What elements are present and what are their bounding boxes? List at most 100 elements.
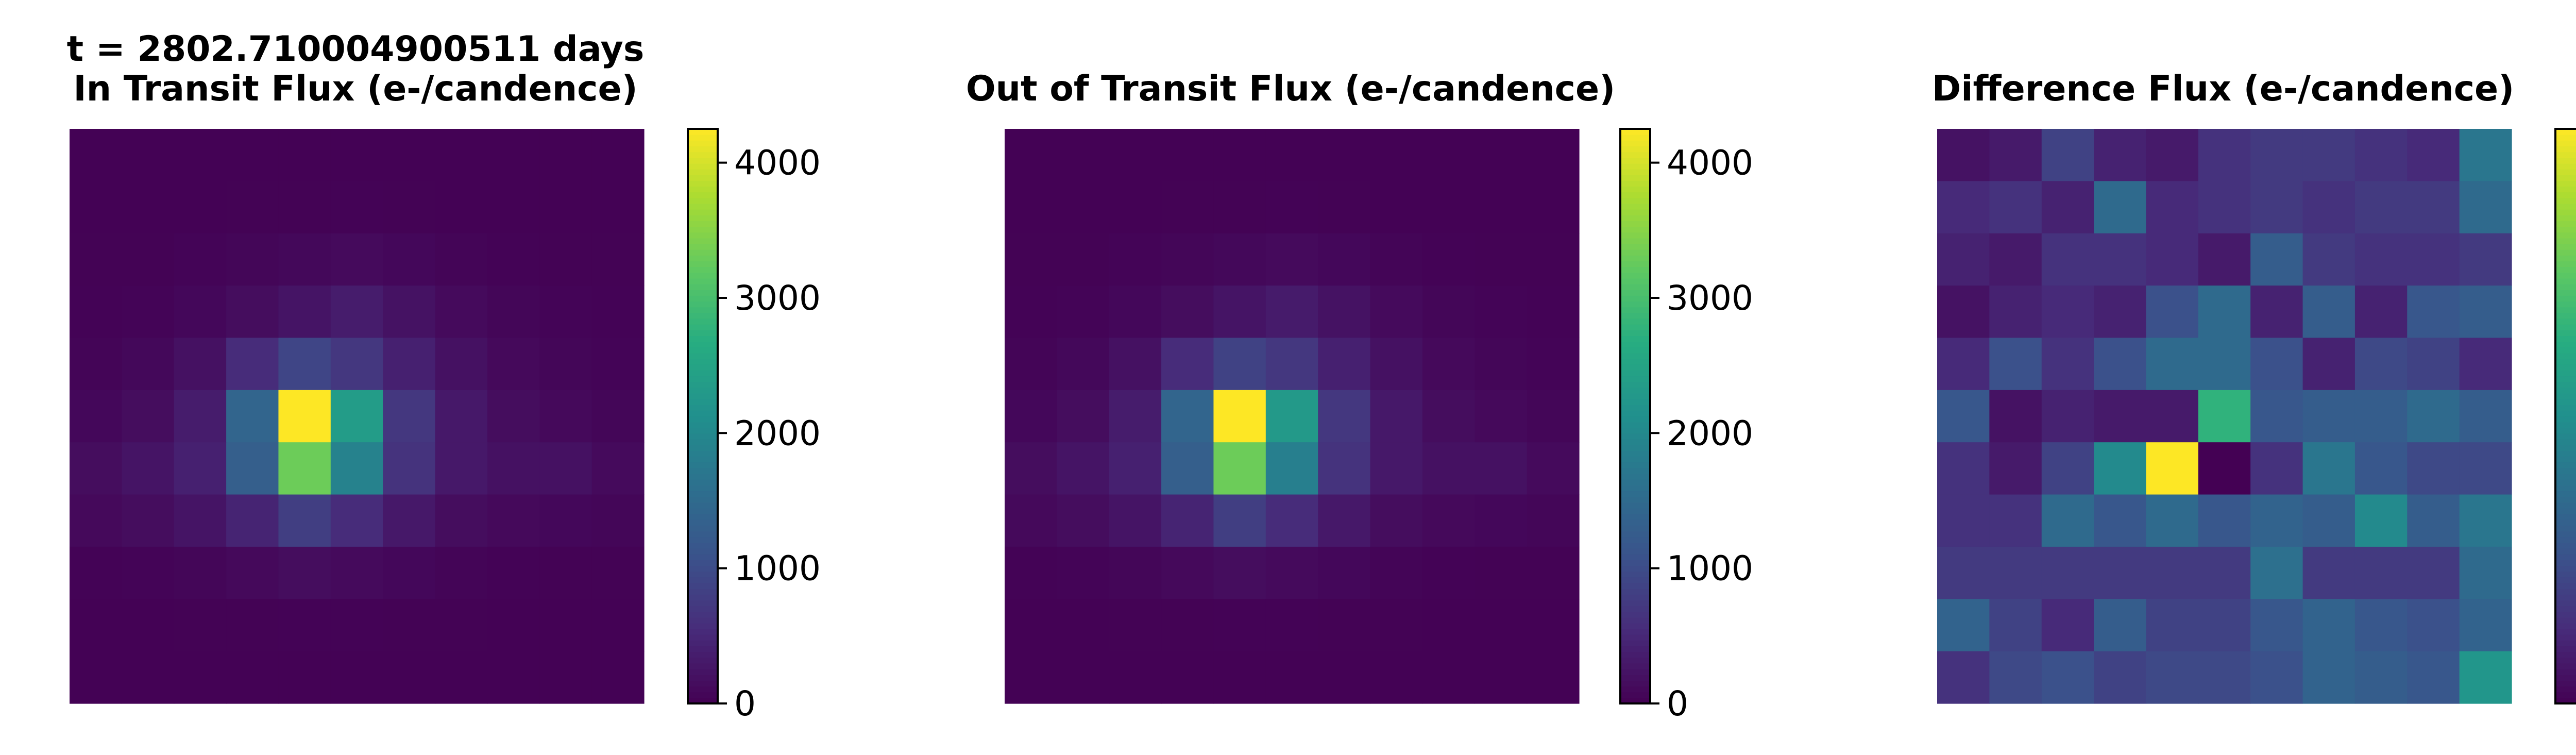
colorbar-segment: [1620, 617, 1650, 624]
heatmap-cell: [1318, 129, 1371, 181]
colorbar-segment: [2555, 284, 2576, 290]
heatmap-cell: [2302, 338, 2355, 391]
colorbar-segment: [1620, 364, 1650, 371]
colorbar-segment: [2555, 623, 2576, 629]
colorbar-tick-label: 1000: [1667, 549, 1753, 589]
heatmap-cell: [1937, 651, 1990, 704]
colorbar-segment: [688, 508, 718, 514]
colorbar-segment: [1620, 692, 1650, 698]
colorbar-segment: [2555, 215, 2576, 221]
heatmap-cell: [2198, 651, 2251, 704]
heatmap-cell: [1989, 546, 2042, 599]
colorbar-segment: [1620, 335, 1650, 342]
heatmap-cell: [2407, 390, 2460, 443]
colorbar-segment: [2555, 232, 2576, 239]
colorbar-segment: [2555, 675, 2576, 681]
colorbar-segment: [1620, 215, 1650, 221]
heatmap-cell: [1109, 546, 1162, 599]
heatmap-cell: [2041, 442, 2094, 495]
heatmap-cell: [2250, 338, 2303, 391]
heatmap-cell: [1161, 494, 1214, 547]
colorbar-segment: [2555, 680, 2576, 687]
colorbar-segment: [2555, 290, 2576, 296]
colorbar-segment: [2555, 364, 2576, 371]
colorbar-segment: [1620, 238, 1650, 244]
heatmap-cell: [1937, 181, 1990, 234]
colorbar-segment: [688, 180, 718, 187]
colorbar-segment: [1620, 307, 1650, 313]
colorbar-segment: [688, 353, 718, 359]
heatmap-cell: [2354, 390, 2408, 443]
colorbar-segment: [688, 410, 718, 417]
heatmap-cell: [1265, 546, 1318, 599]
heatmap-cell: [383, 338, 436, 391]
heatmap-cell: [1527, 181, 1580, 234]
colorbar-segment: [1620, 657, 1650, 664]
heatmap-cell: [2250, 546, 2303, 599]
heatmap-cell: [2041, 181, 2094, 234]
colorbar-segment: [688, 519, 718, 526]
colorbar-segment: [688, 531, 718, 538]
heatmap-cell: [539, 181, 592, 234]
heatmap-cell: [2459, 233, 2512, 286]
colorbar-segment: [688, 502, 718, 509]
colorbar-segment: [2555, 519, 2576, 526]
colorbar-segment: [688, 266, 718, 273]
heatmap-cell: [591, 442, 645, 495]
colorbar-segment: [688, 221, 718, 227]
colorbar-segment: [1620, 416, 1650, 423]
colorbar-segment: [2555, 186, 2576, 193]
colorbar-segment: [1620, 387, 1650, 394]
heatmap-cell: [435, 181, 488, 234]
heatmap-cell: [2354, 338, 2408, 391]
colorbar-segment: [688, 226, 718, 233]
colorbar-segment: [2555, 209, 2576, 215]
colorbar-segment: [1620, 646, 1650, 652]
heatmap-cell: [2354, 442, 2408, 495]
colorbar-segment: [688, 146, 718, 153]
heatmap-cell: [330, 286, 383, 339]
colorbar-segment: [1620, 686, 1650, 693]
colorbar-segment: [688, 318, 718, 325]
colorbar-segment: [1620, 353, 1650, 359]
heatmap-cell: [2198, 390, 2251, 443]
heatmap-cell: [1370, 129, 1423, 181]
heatmap-cell: [122, 546, 175, 599]
heatmap-cell: [1527, 651, 1580, 704]
heatmap-cell: [1057, 494, 1110, 547]
heatmap-cell: [1057, 286, 1110, 339]
colorbar-segment: [688, 163, 718, 170]
heatmap-cell: [226, 651, 279, 704]
heatmap-cell: [2250, 442, 2303, 495]
colorbar-segment: [688, 445, 718, 451]
colorbar-tick-label: 3000: [734, 278, 821, 318]
heatmap-cell: [2302, 599, 2355, 652]
colorbar-tick-label: 4000: [734, 143, 821, 183]
colorbar-segment: [688, 536, 718, 543]
heatmap-cell: [1527, 442, 1580, 495]
heatmap-cell: [1005, 129, 1057, 181]
heatmap-cell: [1213, 546, 1266, 599]
colorbar-segment: [688, 347, 718, 354]
colorbar-segment: [688, 514, 718, 520]
heatmap-cell: [435, 494, 488, 547]
heatmap-cell: [1527, 129, 1580, 181]
heatmap-cell: [278, 286, 331, 339]
heatmap-cell: [591, 233, 645, 286]
colorbar-segment: [1620, 697, 1650, 704]
heatmap-cell: [122, 286, 175, 339]
colorbar-segment: [688, 215, 718, 221]
colorbar-segment: [688, 474, 718, 480]
colorbar-segment: [688, 359, 718, 365]
panel-difference-title: Difference Flux (e-/candence): [1932, 69, 2514, 109]
heatmap-cell: [2198, 546, 2251, 599]
heatmap-cell: [1005, 390, 1057, 443]
colorbar-segment: [2555, 255, 2576, 262]
colorbar-segment: [1620, 629, 1650, 635]
colorbar-segment: [1620, 376, 1650, 382]
heatmap-cell: [1937, 129, 1990, 181]
colorbar-segment: [2555, 582, 2576, 589]
heatmap-cell: [2407, 233, 2460, 286]
heatmap-cell: [487, 286, 540, 339]
heatmap-cell: [487, 599, 540, 652]
